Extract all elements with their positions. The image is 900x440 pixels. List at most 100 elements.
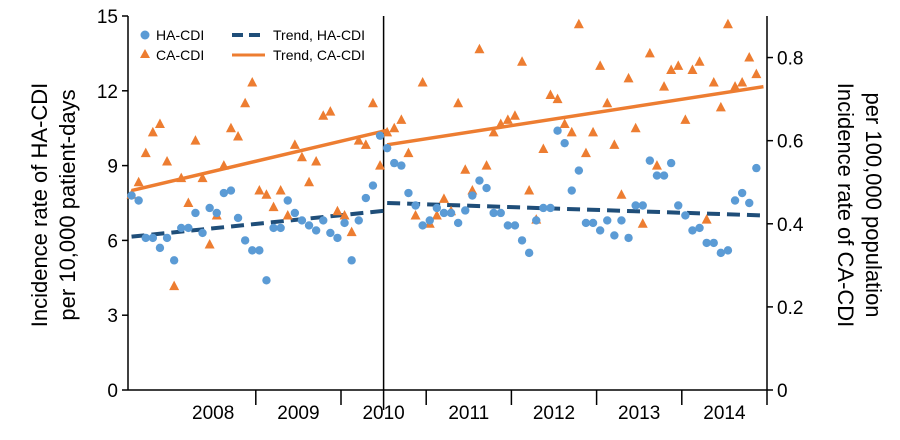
ha-cdi-point [581,218,591,228]
ca-cdi-point [332,205,343,216]
ha-cdi-point [248,246,257,255]
left-tick-label: 9 [107,157,118,178]
ha-cdi-point [205,203,214,213]
ca-cdi-point [701,214,712,224]
ha-cdi-point [354,216,363,225]
ha-cdi-point [482,183,491,193]
ha-cdi-point [489,208,498,218]
ha-cdi-point [716,248,726,258]
ha-cdi-point [177,223,186,233]
left-tick-label: 6 [107,231,118,252]
ha-cdi-point [567,186,576,195]
ca-cdi-point [360,139,371,149]
ca-cdi-point [382,126,393,137]
ca-cdi-point [311,155,322,166]
ca-cdi-point [367,97,378,108]
ca-cdi-point [737,76,748,87]
ha-cdi-point [297,216,307,225]
ca-cdi-point [651,160,662,170]
ha-cdi-point [524,248,534,258]
ha-cdi-point [240,236,250,245]
year-label: 2014 [703,403,746,424]
ha-cdi-point [517,236,527,245]
ha-cdi-point [468,191,477,200]
ca-cdi-point [744,52,755,62]
ha-cdi-point [311,226,321,235]
ha-cdi-point [652,171,662,180]
ha-cdi-point [624,233,633,243]
ca-cdi-point [133,176,144,187]
ha-cdi-point [709,238,718,248]
ha-cdi-point [304,221,314,230]
ha-cdi-point [404,188,413,198]
ha-cdi-point [745,198,754,208]
right-axis-title-line1: Incidence rate of CA-CDI [833,83,858,328]
ha-cdi-point [262,276,271,285]
year-label: 2009 [277,403,319,424]
ca-cdi-point [730,81,741,91]
ca-cdi-point [147,126,158,137]
ca-cdi-point [140,147,151,158]
ha-cdi-point [255,246,264,255]
ca-cdi-point [154,118,165,129]
year-label: 2008 [192,403,234,424]
ha-cdi-point [666,158,676,168]
ha-cdi-point [610,231,619,240]
legend-marker-ha [140,30,150,40]
ca-cdi-point [573,18,584,29]
right-tick-label: 0.4 [777,215,804,236]
trend-line-ca-post [386,84,764,147]
ca-cdi-point [687,64,698,75]
ha-cdi-point [148,233,158,243]
ha-cdi-point [617,216,626,225]
ca-cdi-point [552,93,563,104]
ca-cdi-point [495,118,506,129]
ca-cdi-point [644,47,655,58]
legend-label-trend-ca: Trend, CA-CDI [273,47,365,63]
ha-cdi-point [461,206,470,215]
ca-cdi-point [162,155,173,166]
ha-cdi-point [475,176,484,185]
ca-cdi-point [524,185,535,195]
ca-cdi-point [595,60,606,70]
ha-cdi-point [375,131,385,140]
ca-cdi-point [566,126,577,137]
legend-marker-ca [140,49,150,58]
ha-cdi-point [659,171,669,180]
ha-cdi-point [184,223,193,233]
ha-cdi-point [319,216,328,225]
ca-cdi-point [375,160,386,170]
year-label: 2010 [362,403,404,424]
ca-cdi-point [609,139,620,149]
ha-cdi-point [340,218,349,228]
right-tick-label: 0 [777,381,788,402]
ca-cdi-point [488,126,499,137]
ha-cdi-point [361,193,371,203]
ha-cdi-point [233,213,243,223]
ca-cdi-point [218,160,229,170]
ha-cdi-point [688,226,697,235]
ca-cdi-point [502,114,513,124]
ha-cdi-point [290,208,300,218]
year-label: 2012 [533,403,575,424]
ha-cdi-point [411,201,420,210]
legend: HA-CDI CA-CDI Trend, HA-CDI Trend, CA-CD… [140,27,365,63]
year-label: 2011 [448,403,489,424]
ca-cdi-point [588,126,599,137]
ca-cdi-point [197,172,208,183]
ca-cdi-point [438,193,449,203]
ha-cdi-point [283,196,292,205]
ha-cdi-point [503,221,513,230]
ha-cdi-point [674,201,683,210]
ca-cdi-point [460,164,471,174]
ha-cdi-point [326,228,335,238]
ha-cdi-point [198,228,207,238]
ca-cdi-point [296,151,307,162]
ha-cdi-point [595,226,605,235]
right-tick-label: 0.2 [777,298,803,319]
trend-line-ca-pre [131,128,388,193]
ha-cdi-point [645,156,655,165]
ca-cdi-point [637,218,648,228]
axes: 0 3 6 9 12 15 0 0.2 0.4 0.6 0.8 2008 2009 2010 2011 201… [97,7,804,424]
ca-cdi-point [417,76,428,87]
